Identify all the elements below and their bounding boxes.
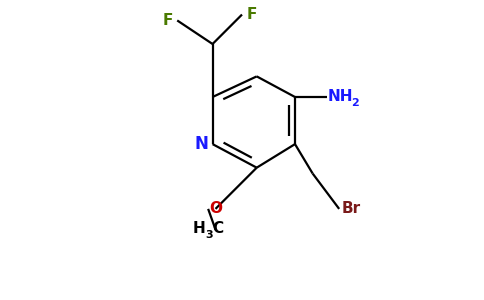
Text: F: F bbox=[163, 13, 173, 28]
Text: NH: NH bbox=[327, 89, 353, 104]
Text: F: F bbox=[246, 7, 257, 22]
Text: Br: Br bbox=[342, 201, 361, 216]
Text: N: N bbox=[194, 135, 208, 153]
Text: H: H bbox=[193, 220, 205, 236]
Text: C: C bbox=[212, 220, 223, 236]
Text: 2: 2 bbox=[351, 98, 359, 109]
Text: 3: 3 bbox=[206, 230, 213, 240]
Text: O: O bbox=[209, 201, 222, 216]
